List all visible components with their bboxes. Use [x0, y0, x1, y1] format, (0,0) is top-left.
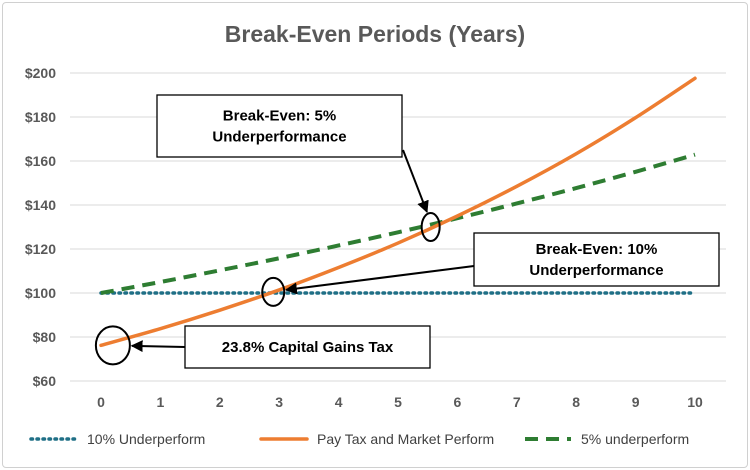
annotation-ellipse: [420, 212, 441, 242]
legend-label: Pay Tax and Market Perform: [317, 431, 494, 447]
x-tick-label: 5: [394, 394, 402, 410]
annotation-arrow: [402, 149, 429, 214]
annotation-box: [184, 325, 431, 369]
y-tick-label: $120: [25, 241, 56, 257]
annotation-ellipse: [261, 276, 286, 307]
x-tick-label: 10: [687, 394, 703, 410]
annotation-label: Break-Even: 10%: [536, 241, 658, 258]
x-tick-label: 7: [513, 394, 521, 410]
annotation-arrow: [284, 265, 475, 295]
y-tick-label: $180: [25, 109, 56, 125]
annotation-label: Break-Even: 5%: [223, 108, 336, 125]
y-tick-label: $60: [33, 373, 57, 389]
annotation-box: [156, 94, 403, 158]
y-tick-label: $140: [25, 197, 56, 213]
legend-label: 5% underperform: [581, 431, 689, 447]
annotation-label: Underperformance: [529, 262, 663, 279]
gridlines: [70, 72, 726, 382]
x-tick-label: 8: [572, 394, 580, 410]
series-line-1: [99, 76, 697, 348]
annotation-label: Underperformance: [212, 129, 346, 146]
legend-label: 10% Underperform: [87, 431, 205, 447]
annotations: Break-Even: 5% Underperformance Break-Even…: [94, 94, 720, 369]
chart-title: Break-Even Periods (Years): [225, 21, 525, 47]
x-tick-label: 2: [216, 394, 224, 410]
x-tick-label: 3: [275, 394, 283, 410]
x-tick-label: 1: [157, 394, 165, 410]
series-lines: [99, 76, 697, 348]
x-tick-label: 4: [335, 394, 343, 410]
x-tick-label: 9: [632, 394, 640, 410]
y-tick-label: $200: [25, 65, 56, 81]
annotation-box: [473, 232, 720, 287]
y-axis-ticks: $60 $80 $100 $120 $140 $160 $180 $200: [25, 65, 56, 389]
series-line-2: [100, 152, 696, 295]
annotation-ellipse: [94, 325, 131, 366]
x-axis-ticks: 0 1 2 3 4 5 6 7 8 9 10: [97, 394, 703, 410]
x-tick-label: 6: [454, 394, 462, 410]
legend: 10% Underperform Pay Tax and Market Perfo…: [29, 431, 689, 447]
y-tick-label: $100: [25, 285, 56, 301]
y-tick-label: $80: [33, 329, 57, 345]
annotation-arrow: [130, 340, 186, 353]
x-tick-label: 0: [97, 394, 105, 410]
annotation-label: 23.8% Capital Gains Tax: [222, 339, 394, 356]
y-tick-label: $160: [25, 153, 56, 169]
